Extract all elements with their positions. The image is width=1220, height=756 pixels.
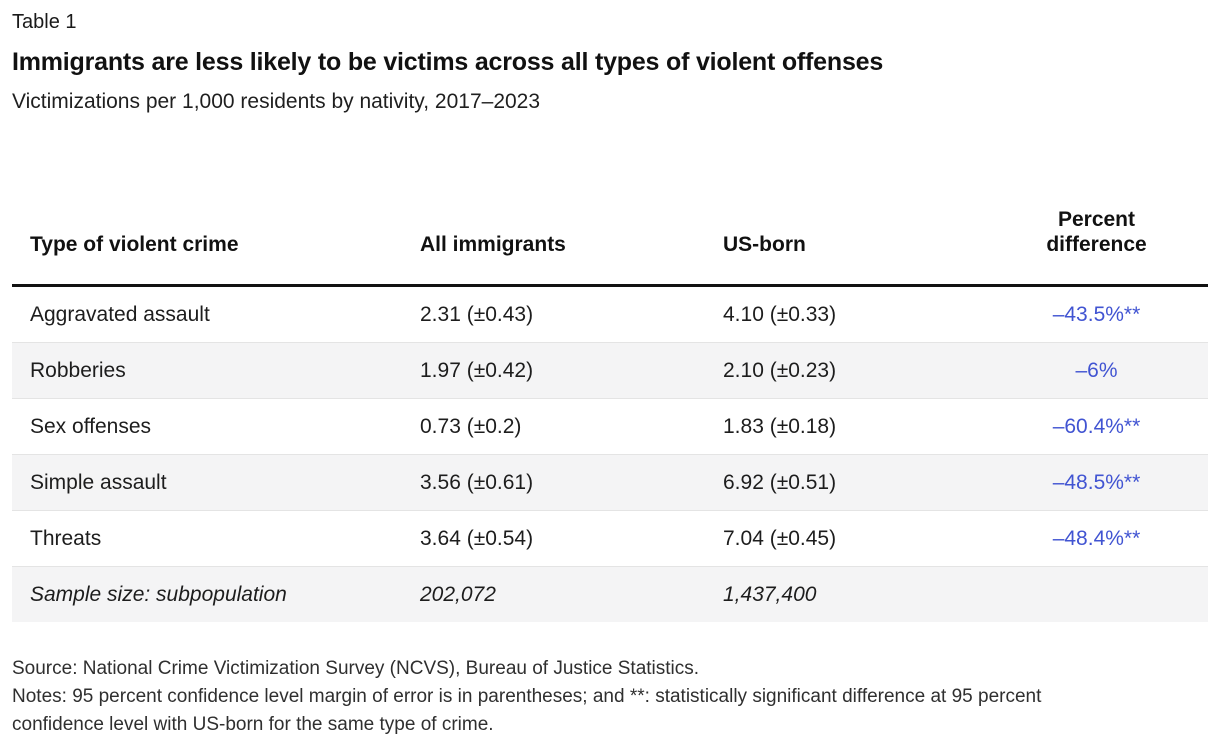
figure-subtitle: Victimizations per 1,000 residents by na… <box>12 90 541 113</box>
percent-difference-cell: –48.5%** <box>1052 470 1141 494</box>
sample-size-immigrants-cell: 202,072 <box>420 582 496 606</box>
us-born-rate-cell: 6.92 (±0.51) <box>723 470 837 494</box>
us-born-rate-cell: 1.83 (±0.18) <box>723 414 837 438</box>
figure-title: Immigrants are less likely to be victims… <box>12 48 884 76</box>
table-row-sex-offenses: Sex offenses 0.73 (±0.2) 1.83 (±0.18) –6… <box>12 398 1208 455</box>
sample-size-row: Sample size: subpopulation 202,072 1,437… <box>12 566 1208 623</box>
percent-difference-cell: –60.4%** <box>1052 414 1141 438</box>
all-immigrants-rate-cell: 3.56 (±0.61) <box>420 470 534 494</box>
table-header: Type of violent crime All immigrants US-… <box>12 207 1208 287</box>
crime-type-cell: Aggravated assault <box>30 302 210 326</box>
percent-difference-cell: –43.5%** <box>1052 302 1141 326</box>
source-note: Source: National Crime Victimization Sur… <box>12 658 700 679</box>
all-immigrants-rate-cell: 2.31 (±0.43) <box>420 302 534 326</box>
us-born-rate-cell: 7.04 (±0.45) <box>723 526 837 550</box>
percent-difference-header-text: Percent difference <box>1046 208 1147 256</box>
victimization-table: Type of violent crime All immigrants US-… <box>12 207 1208 622</box>
sample-size-empty-cell <box>985 567 1208 623</box>
us-born-rate-cell: 4.10 (±0.33) <box>723 302 837 326</box>
column-header-all-immigrants: All immigrants <box>420 207 723 287</box>
table-row-threats: Threats 3.64 (±0.54) 7.04 (±0.45) –48.4%… <box>12 510 1208 567</box>
all-immigrants-rate-cell: 1.97 (±0.42) <box>420 358 534 382</box>
crime-type-cell: Robberies <box>30 358 126 382</box>
table-number-label: Table 1 <box>12 11 77 33</box>
column-header-crime-type: Type of violent crime <box>12 207 420 287</box>
column-header-percent-difference: Percent difference <box>985 207 1208 287</box>
all-immigrants-rate-cell: 0.73 (±0.2) <box>420 414 522 438</box>
crime-type-cell: Sex offenses <box>30 414 152 438</box>
header-row: Type of violent crime All immigrants US-… <box>12 207 1208 287</box>
sample-size-label-cell: Sample size: subpopulation <box>30 582 287 606</box>
crime-type-cell: Threats <box>30 526 102 550</box>
column-header-us-born: US-born <box>723 207 985 287</box>
crime-type-cell: Simple assault <box>30 470 167 494</box>
table-row-aggravated-assault: Aggravated assault 2.31 (±0.43) 4.10 (±0… <box>12 286 1208 343</box>
percent-difference-cell: –48.4%** <box>1052 526 1141 550</box>
methods-note: Notes: 95 percent confidence level margi… <box>12 686 1042 735</box>
table-row-robberies: Robberies 1.97 (±0.42) 2.10 (±0.23) –6% <box>12 342 1208 399</box>
sample-size-us-born-cell: 1,437,400 <box>723 582 817 606</box>
table-body: Aggravated assault 2.31 (±0.43) 4.10 (±0… <box>12 286 1208 623</box>
table-row-simple-assault: Simple assault 3.56 (±0.61) 6.92 (±0.51)… <box>12 454 1208 511</box>
all-immigrants-rate-cell: 3.64 (±0.54) <box>420 526 534 550</box>
us-born-rate-cell: 2.10 (±0.23) <box>723 358 837 382</box>
percent-difference-cell: –6% <box>1075 358 1118 382</box>
